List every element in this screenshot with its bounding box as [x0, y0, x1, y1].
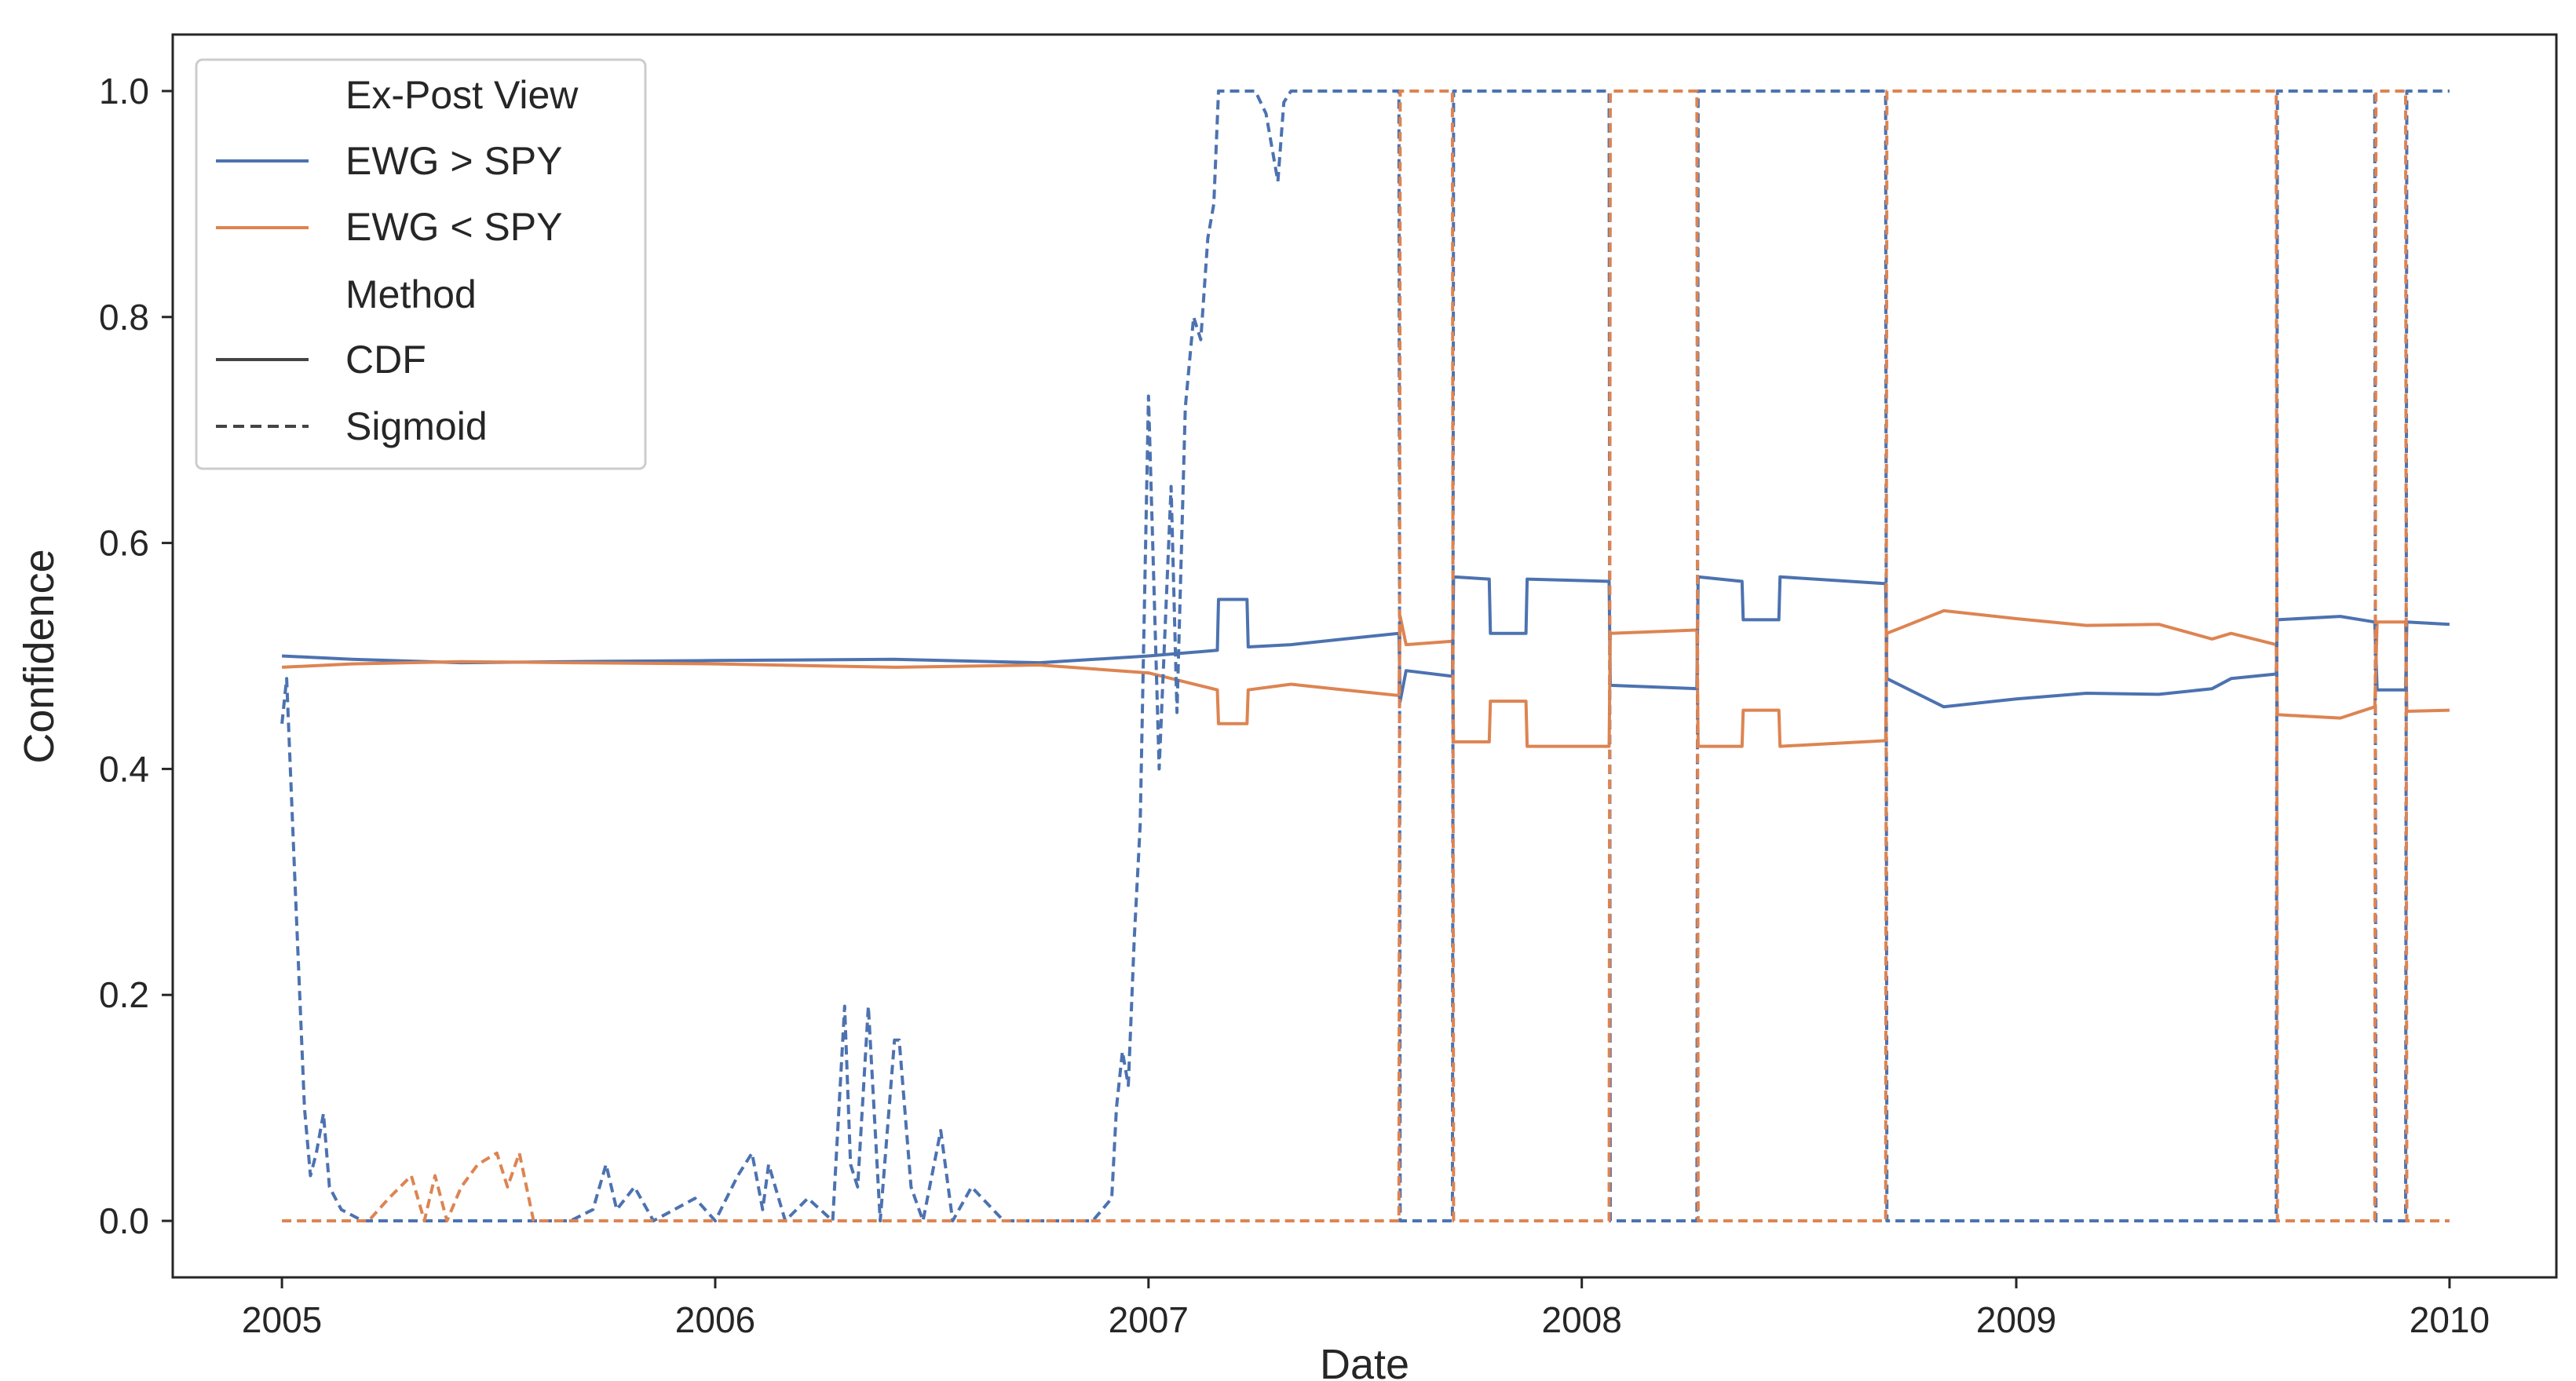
legend-entry-cdf: CDF: [345, 338, 426, 382]
y-tick-label: 0.6: [99, 523, 149, 564]
y-tick-label: 0.4: [99, 748, 149, 789]
legend-entry-ewg-lt-spy: EWG < SPY: [345, 205, 562, 249]
legend-entry-sigmoid: Sigmoid: [345, 404, 488, 448]
series-line-ewg-gt-spy-cdf: [282, 575, 2450, 709]
legend-entry-ewg-gt-spy: EWG > SPY: [345, 139, 562, 183]
legend-style-title: Method: [345, 272, 477, 316]
x-tick-label: 2009: [1976, 1299, 2056, 1340]
x-tick-label: 2005: [242, 1299, 322, 1340]
y-axis-label: Confidence: [16, 549, 63, 763]
ticks-layer: 2005 2006 2007 2008 2009 2010 0.0 0.2 0.4 0.6 0.8 1…: [99, 71, 2490, 1340]
x-tick-label: 2007: [1109, 1299, 1189, 1340]
x-tick-label: 2006: [675, 1299, 755, 1340]
x-tick-label: 2008: [1542, 1299, 1622, 1340]
y-tick-label: 0.2: [99, 974, 149, 1015]
x-axis-label: Date: [1320, 1341, 1409, 1381]
series-line-ewg-lt-spy-cdf: [282, 608, 2450, 748]
y-tick-label: 1.0: [99, 71, 149, 111]
y-tick-label: 0.0: [99, 1200, 149, 1241]
series-layer: [280, 90, 2450, 1222]
series-line-ewg-lt-spy-sigmoid: [282, 90, 2450, 1222]
legend: Ex-Post View EWG > SPY EWG < SPY Method …: [195, 58, 647, 470]
x-tick-label: 2010: [2410, 1299, 2490, 1340]
plot-frame: [171, 33, 2558, 1279]
legend-hue-title: Ex-Post View: [345, 73, 579, 117]
y-tick-label: 0.8: [99, 297, 149, 338]
